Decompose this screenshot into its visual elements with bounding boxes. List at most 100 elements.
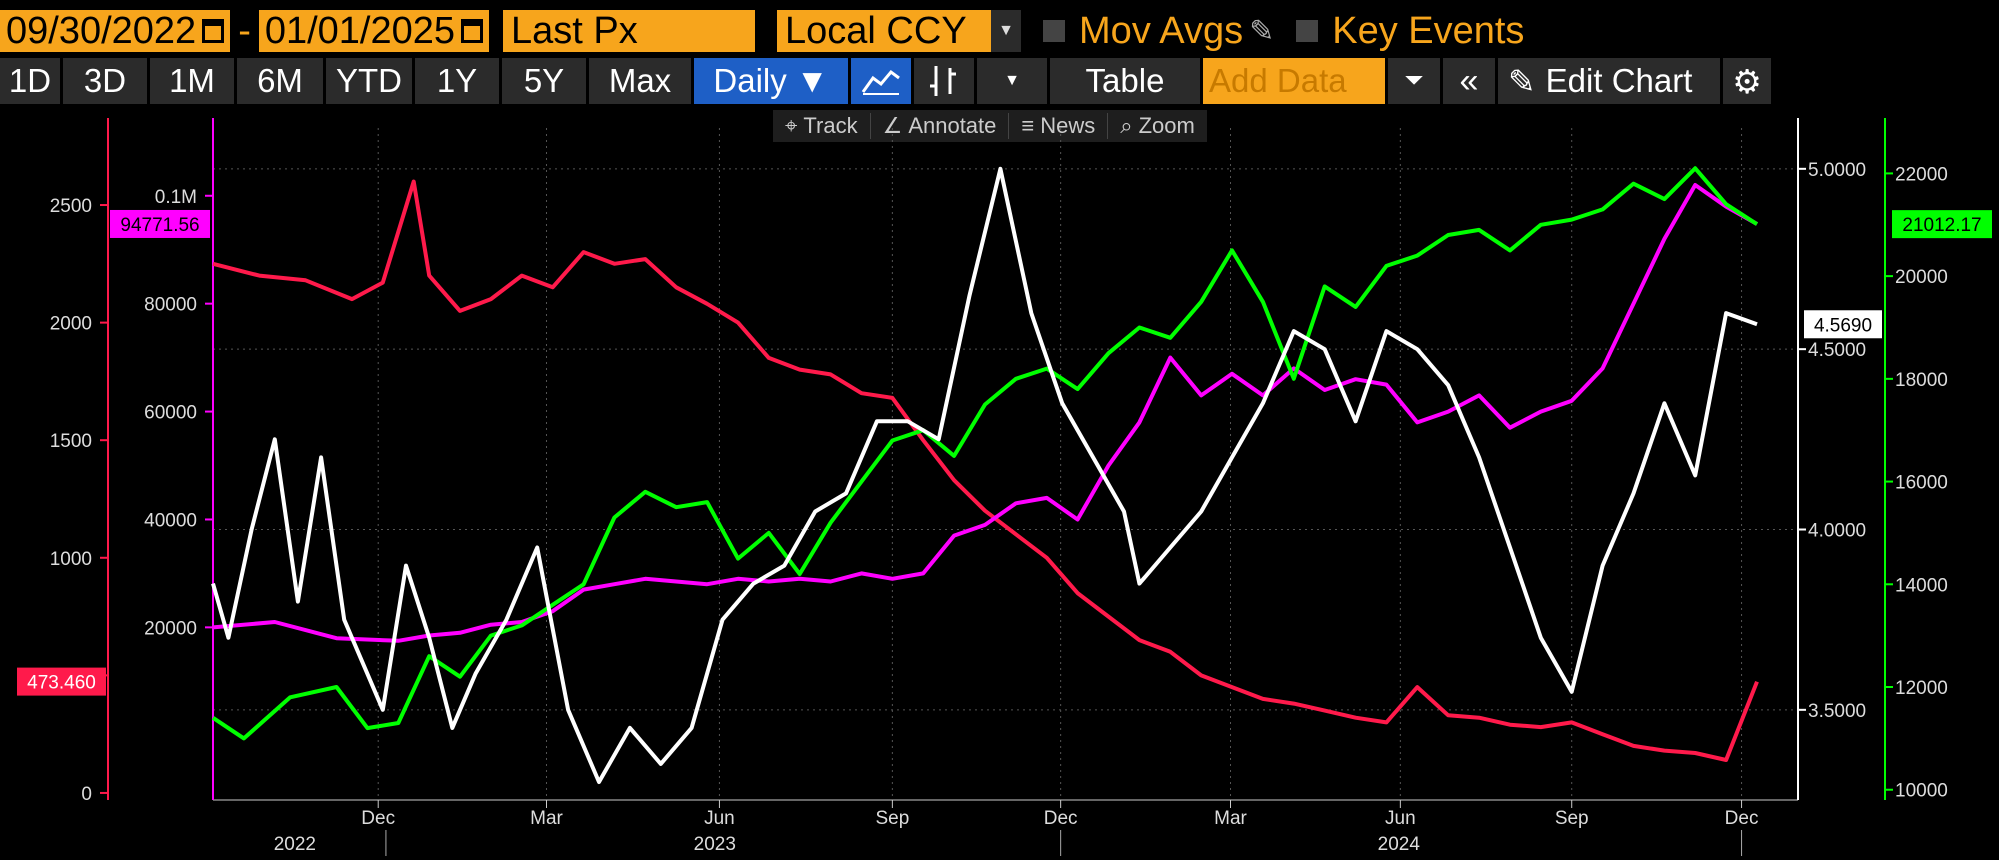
tool-divider xyxy=(1107,113,1109,139)
currency-dropdown-arrow[interactable]: ▼ xyxy=(991,10,1022,52)
settings-gear-icon[interactable]: ⚙ xyxy=(1723,58,1771,104)
x-month-label: Dec xyxy=(361,808,395,829)
white-axis-tick-label: 4.5000 xyxy=(1808,340,1866,361)
tool-divider xyxy=(1008,113,1010,139)
range-button-6m[interactable]: 6M xyxy=(237,58,323,104)
red-axis-tick-label: 1000 xyxy=(50,549,92,570)
chart-tools-strip: ⌖ Track ∠ Annotate ≡ News ⌕ Zoom xyxy=(773,110,1207,142)
x-month-label: Dec xyxy=(1044,808,1078,829)
magenta-last-value-badge xyxy=(110,209,210,238)
tool-divider xyxy=(869,113,871,139)
calendar-icon[interactable] xyxy=(461,19,484,43)
green-axis-tick-label: 14000 xyxy=(1895,575,1948,596)
chart-axes xyxy=(100,118,1893,856)
annotate-icon: ∠ xyxy=(882,113,903,138)
mov-avgs-label: Mov Avgs xyxy=(1079,9,1244,52)
range-button-3d[interactable]: 3D xyxy=(63,58,147,104)
green-axis-tick-label: 18000 xyxy=(1895,370,1948,391)
green-axis-tick-label: 20000 xyxy=(1895,267,1948,288)
calendar-icon[interactable] xyxy=(202,19,225,43)
x-month-label: Jun xyxy=(1385,808,1416,829)
chart-header-row: 09/30/2022 - 01/01/2025 Last Px Local CC… xyxy=(0,8,1999,54)
x-month-label: Sep xyxy=(1555,808,1589,829)
pencil-icon: ✎ xyxy=(1508,62,1536,100)
magenta-series-line xyxy=(212,183,1758,643)
red-axis-tick-label: 2000 xyxy=(50,314,92,335)
zoom-icon: ⌕ xyxy=(1120,113,1133,138)
range-button-1d[interactable]: 1D xyxy=(0,58,60,104)
field-selector[interactable]: Last Px xyxy=(503,10,756,52)
mov-avgs-checkbox[interactable] xyxy=(1043,20,1066,42)
red-series-line xyxy=(212,179,1759,762)
key-events-label: Key Events xyxy=(1332,9,1525,52)
chart-type-dropdown-arrow[interactable]: ▼ xyxy=(977,58,1047,104)
white-last-value-badge xyxy=(1804,310,1882,339)
white-axis-tick-label: 3.5000 xyxy=(1808,701,1866,722)
red-last-value-label: 473.460 xyxy=(27,673,96,694)
frequency-dropdown[interactable]: Daily ▼ xyxy=(694,58,848,104)
track-label: Track xyxy=(803,113,858,138)
range-button-max[interactable]: Max xyxy=(589,58,691,104)
x-year-label: 2023 xyxy=(694,834,736,855)
magenta-last-value-label: 94771.56 xyxy=(120,215,199,236)
x-month-label: Mar xyxy=(530,808,563,829)
start-date-field[interactable]: 09/30/2022 xyxy=(0,10,231,52)
range-button-5y[interactable]: 5Y xyxy=(502,58,586,104)
red-axis-tick-label: 2500 xyxy=(50,196,92,217)
options-dropdown-icon[interactable]: ⏷ xyxy=(1388,58,1440,104)
zoom-tool[interactable]: ⌕ Zoom xyxy=(1108,113,1207,139)
white-series-line xyxy=(211,166,1758,784)
green-last-value-badge xyxy=(1892,210,1992,239)
collapse-icon[interactable]: « xyxy=(1443,58,1495,104)
news-tool[interactable]: ≡ News xyxy=(1009,113,1107,139)
magenta-axis-tick-label: 20000 xyxy=(144,618,197,639)
range-toolbar: 1D 3D 1M 6M YTD 1Y 5Y Max Daily ▼ ▼ Tabl… xyxy=(0,58,1999,104)
x-year-label: 2024 xyxy=(1378,834,1421,855)
key-events-checkbox[interactable] xyxy=(1296,20,1319,42)
currency-selector[interactable]: Local CCY xyxy=(777,10,992,52)
x-month-label: Jun xyxy=(704,808,735,829)
x-month-label: Dec xyxy=(1725,808,1759,829)
pencil-icon[interactable]: ✎ xyxy=(1249,14,1275,48)
range-button-ytd[interactable]: YTD xyxy=(326,58,412,104)
x-month-label: Sep xyxy=(875,808,909,829)
white-axis-tick-label: 4.0000 xyxy=(1808,520,1866,541)
green-last-value-label: 21012.17 xyxy=(1902,215,1981,236)
date-separator: - xyxy=(238,9,251,52)
start-date-text: 09/30/2022 xyxy=(6,10,197,52)
end-date-field[interactable]: 01/01/2025 xyxy=(258,10,490,52)
news-label: News xyxy=(1040,113,1096,138)
chart-series xyxy=(211,166,1759,784)
bar-chart-icon[interactable] xyxy=(914,58,974,104)
grid-lines xyxy=(213,128,1798,800)
add-data-input[interactable]: Add Data xyxy=(1203,58,1385,104)
line-chart-icon[interactable] xyxy=(851,58,911,104)
table-button[interactable]: Table xyxy=(1050,58,1200,104)
track-tool[interactable]: ⌖ Track xyxy=(773,113,870,139)
magenta-axis-tick-label: 60000 xyxy=(144,403,197,424)
magenta-axis-tick-label: 0.1M xyxy=(155,187,197,208)
axis-labels: Dec Mar Jun Sep Dec Mar Jun Sep Dec 2022 2023 2024 2… xyxy=(17,160,1992,855)
green-axis-tick-label: 12000 xyxy=(1895,678,1948,699)
white-axis-tick-label: 5.0000 xyxy=(1808,160,1866,181)
zoom-label: Zoom xyxy=(1138,113,1195,138)
x-month-label: Mar xyxy=(1214,808,1247,829)
x-year-label: 2022 xyxy=(274,834,316,855)
green-axis-tick-label: 22000 xyxy=(1895,164,1948,185)
end-date-text: 01/01/2025 xyxy=(264,10,456,52)
range-button-1m[interactable]: 1M xyxy=(150,58,234,104)
green-series-line xyxy=(211,166,1759,741)
white-last-value-label: 4.5690 xyxy=(1814,315,1872,336)
crosshair-icon: ⌖ xyxy=(785,113,798,138)
magenta-axis-tick-label: 80000 xyxy=(144,295,197,316)
news-icon: ≡ xyxy=(1021,113,1035,138)
edit-chart-label: Edit Chart xyxy=(1545,62,1693,99)
red-axis-tick-label: 0 xyxy=(81,784,92,805)
green-axis-tick-label: 10000 xyxy=(1895,781,1948,802)
annotate-tool[interactable]: ∠ Annotate xyxy=(871,113,1009,139)
magenta-axis-tick-label: 40000 xyxy=(144,510,197,531)
range-button-1y[interactable]: 1Y xyxy=(415,58,499,104)
red-last-value-badge xyxy=(17,667,106,696)
edit-chart-button[interactable]: ✎ Edit Chart xyxy=(1498,58,1720,104)
green-axis-tick-label: 16000 xyxy=(1895,473,1948,494)
